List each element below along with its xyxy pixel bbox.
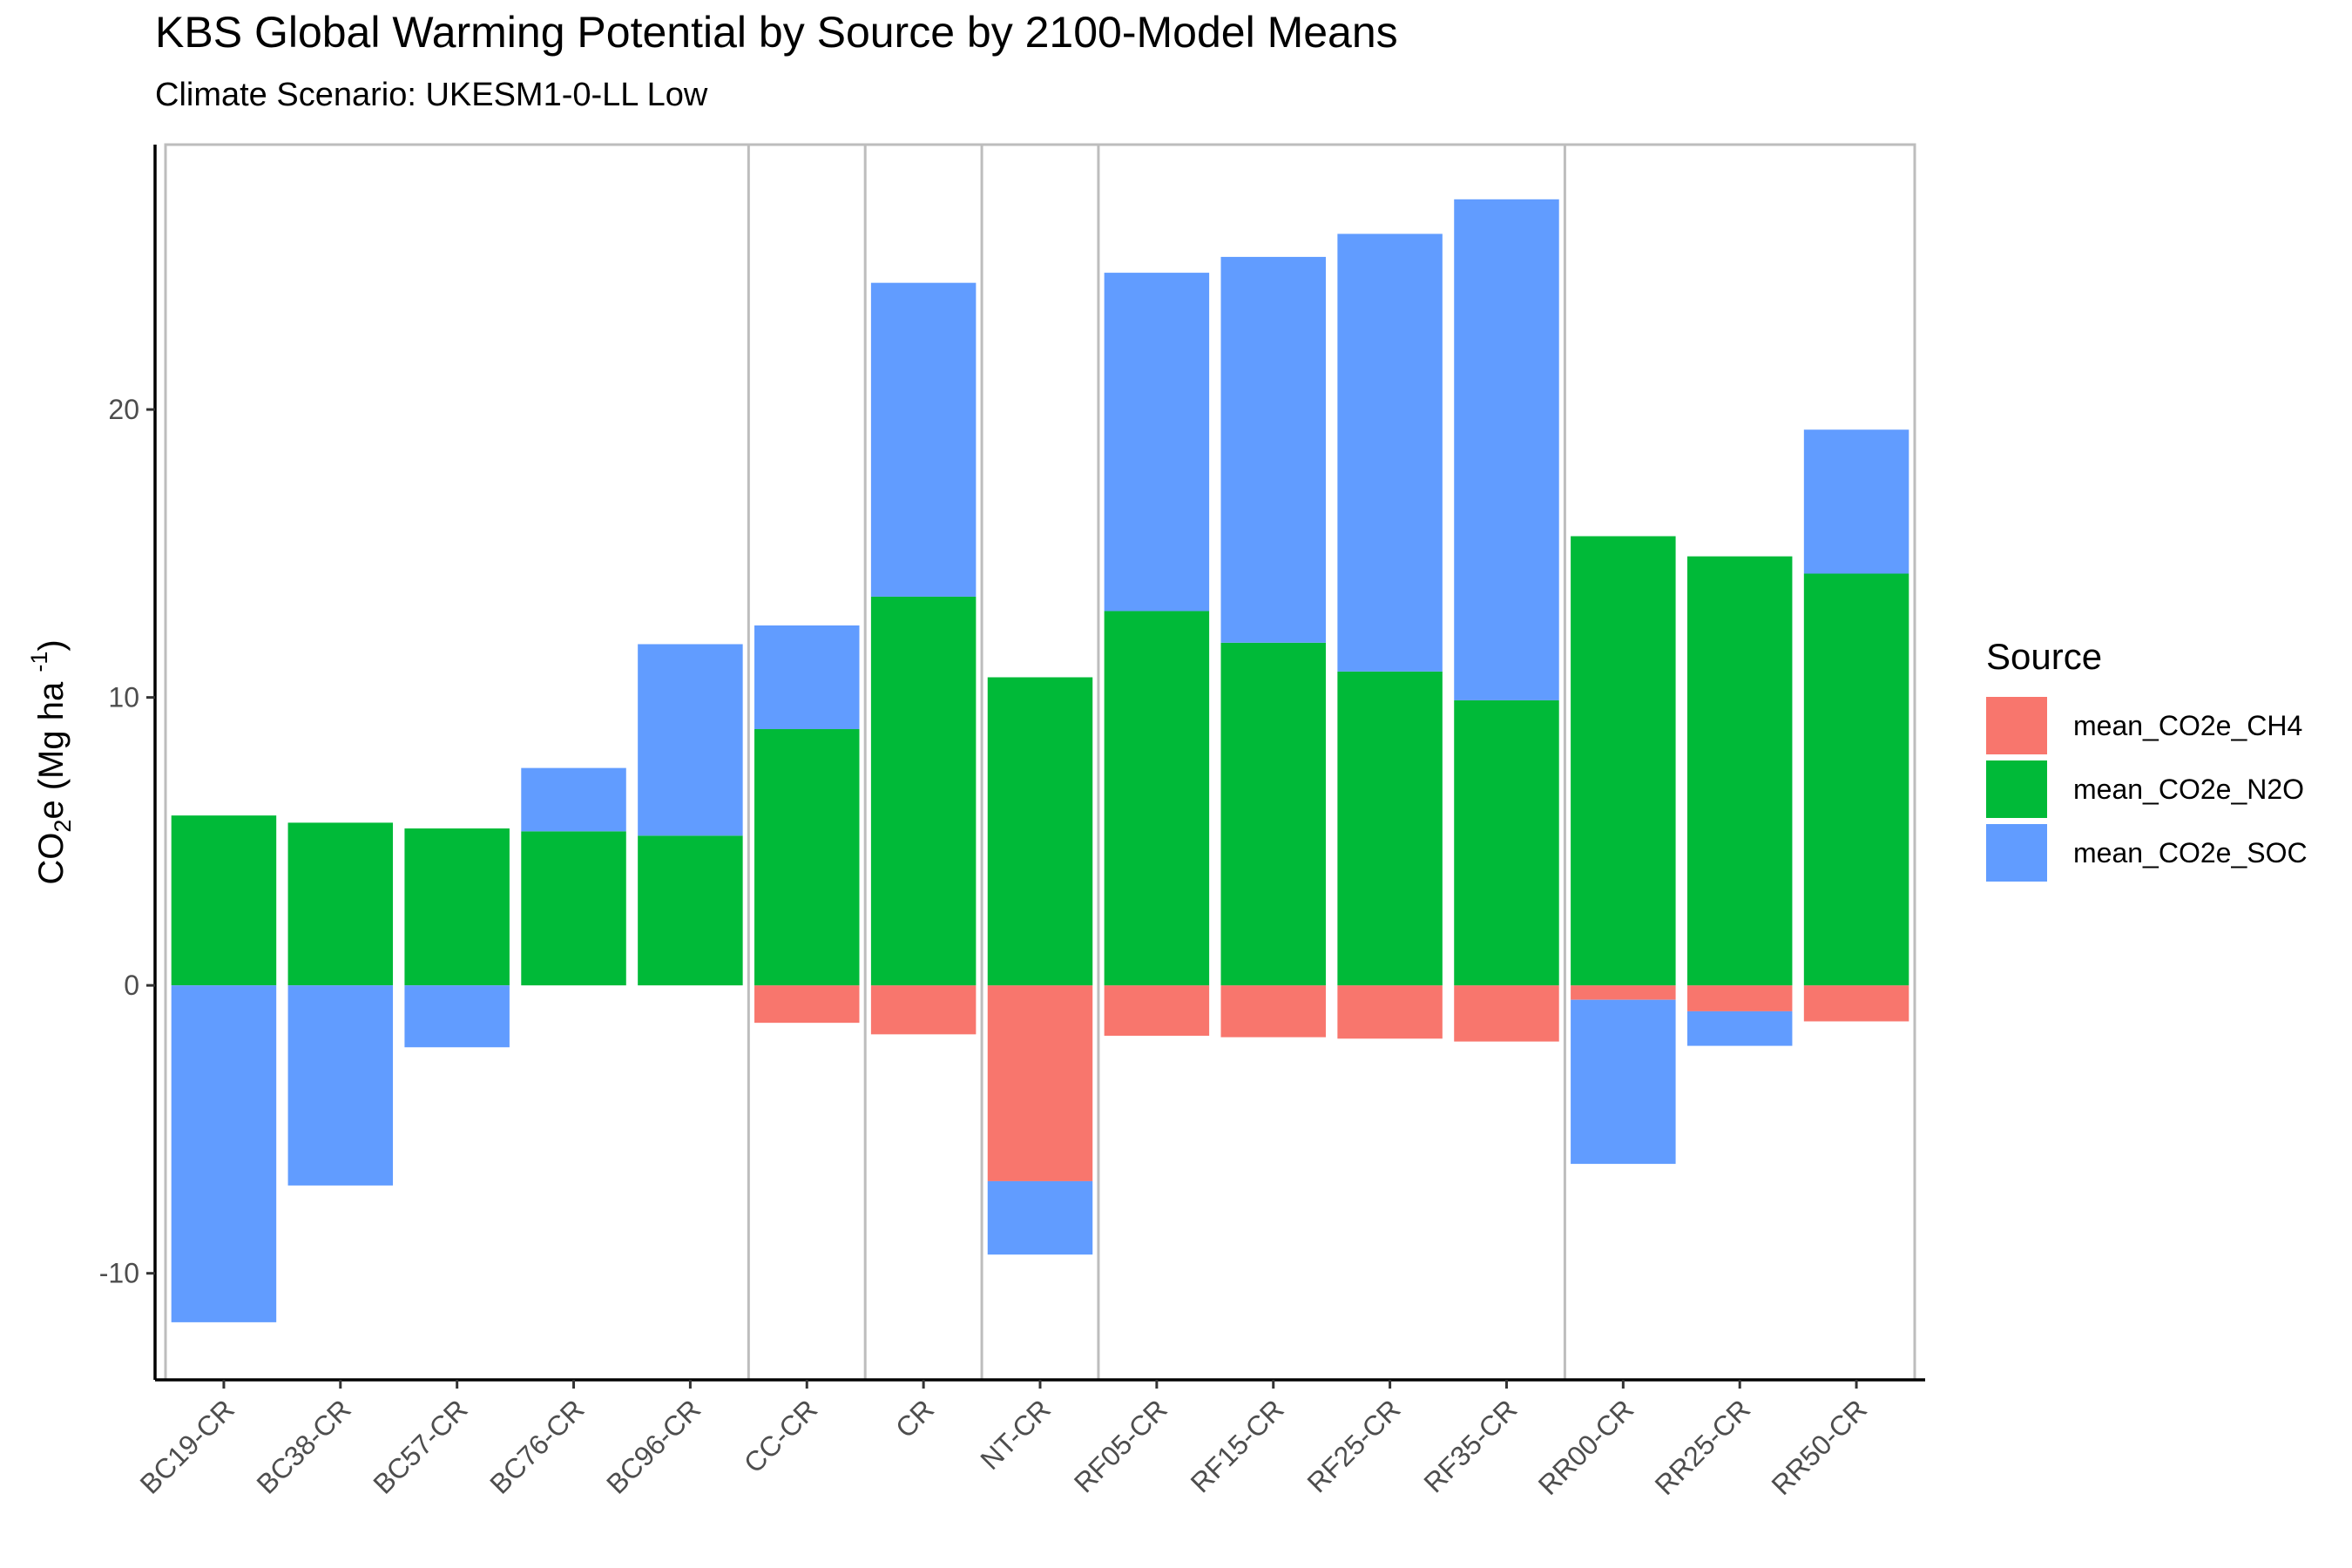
y-tick-label: 20 <box>108 394 139 425</box>
x-tick-label: BC38-CR <box>250 1393 356 1499</box>
bar-bc76-cr-n2o <box>521 831 626 986</box>
bar-nt-cr-soc <box>987 1180 1093 1255</box>
bar-rr25-cr-ch4 <box>1686 985 1793 1011</box>
y-tick-label: 0 <box>124 970 139 1001</box>
bar-rr00-cr-soc <box>1571 999 1676 1165</box>
bar-rr50-cr-n2o <box>1803 573 1909 986</box>
x-tick-label: NT-CR <box>974 1393 1057 1476</box>
chart-title: KBS Global Warming Potential by Source b… <box>155 8 1398 57</box>
bar-bc96-cr-n2o <box>638 835 743 986</box>
bar-bc76-cr-soc <box>521 767 626 832</box>
bar-cc-cr-n2o <box>754 728 860 986</box>
bar-bc57-cr-soc <box>404 985 510 1048</box>
bar-bc38-cr-n2o <box>287 822 394 986</box>
legend-title: Source <box>1986 636 2102 677</box>
x-tick-label: RR25-CR <box>1649 1393 1757 1501</box>
legend-label-mean_co2e_n2o: mean_CO2e_N2O <box>2073 774 2304 805</box>
legend-key-mean_co2e_ch4 <box>1986 697 2047 754</box>
bar-rf05-cr-n2o <box>1104 611 1210 986</box>
bar-rf35-cr-n2o <box>1454 700 1559 986</box>
x-tick-label: CR <box>889 1393 940 1443</box>
x-tick-label: BC19-CR <box>134 1393 240 1499</box>
bar-cr-n2o <box>870 596 977 986</box>
y-axis-label-mid: e (Mg ha <box>32 672 71 820</box>
x-tick-label: RR00-CR <box>1532 1393 1640 1501</box>
bar-bc19-cr-soc <box>171 985 277 1322</box>
legend-label-mean_co2e_soc: mean_CO2e_SOC <box>2073 837 2308 868</box>
bar-rf25-cr-soc <box>1337 233 1443 672</box>
y-axis-label-main: CO <box>32 833 71 885</box>
bar-rf15-cr-soc <box>1220 256 1326 643</box>
legend-key-mean_co2e_n2o <box>1986 760 2047 818</box>
bar-rr25-cr-n2o <box>1686 556 1793 986</box>
bar-rr50-cr-ch4 <box>1803 985 1909 1022</box>
bar-rf05-cr-soc <box>1104 273 1210 612</box>
bar-rr50-cr-soc <box>1803 429 1909 574</box>
bar-cc-cr-soc <box>754 625 860 729</box>
bar-bc96-cr-soc <box>638 644 743 836</box>
bar-rf15-cr-n2o <box>1220 642 1326 986</box>
bar-rf35-cr-ch4 <box>1454 985 1559 1042</box>
legend: Source mean_CO2e_CH4 mean_CO2e_N2O mean_CO… <box>1986 636 2308 882</box>
chart-subtitle: Climate Scenario: UKESM1-0-LL Low <box>155 77 708 113</box>
bar-bc19-cr-n2o <box>171 815 277 986</box>
bar-bc38-cr-soc <box>287 985 394 1186</box>
x-tick-label: BC57-CR <box>367 1393 473 1499</box>
bar-nt-cr-ch4 <box>987 985 1093 1181</box>
group-separators <box>747 145 1566 1380</box>
bar-cc-cr-ch4 <box>754 985 860 1024</box>
bar-rf25-cr-ch4 <box>1337 985 1443 1039</box>
x-tick-label: CC-CR <box>738 1393 823 1478</box>
x-tick-label: RF35-CR <box>1417 1393 1523 1498</box>
y-axis-label: CO2e (Mg ha -1) <box>26 639 76 884</box>
y-axis-label-end: ) <box>32 639 71 651</box>
x-tick-label: RR50-CR <box>1765 1393 1873 1501</box>
bar-rf25-cr-n2o <box>1337 671 1443 986</box>
legend-label-mean_co2e_ch4: mean_CO2e_CH4 <box>2073 710 2302 741</box>
y-axis-label-subscript: 2 <box>50 820 76 833</box>
bars <box>171 199 1909 1322</box>
x-axis-ticks: BC19-CR BC38-CR BC57-CR BC76-CR BC96-CR CC-CR… <box>134 1380 1873 1501</box>
bar-cr-soc <box>870 282 977 597</box>
bar-rf35-cr-soc <box>1454 199 1559 700</box>
x-tick-label: BC76-CR <box>483 1393 590 1499</box>
y-tick-label: -10 <box>99 1258 139 1289</box>
bar-bc57-cr-n2o <box>404 828 510 986</box>
y-axis-label-superscript: -1 <box>26 652 52 672</box>
y-tick-label: 10 <box>108 682 139 713</box>
bar-rf05-cr-ch4 <box>1104 985 1210 1037</box>
y-axis-ticks: -10 0 10 20 <box>99 394 155 1289</box>
bar-nt-cr-n2o <box>987 677 1093 986</box>
bar-rr00-cr-ch4 <box>1571 985 1676 1000</box>
legend-key-mean_co2e_soc <box>1986 824 2047 882</box>
x-tick-label: BC96-CR <box>600 1393 706 1499</box>
bar-rr25-cr-soc <box>1686 1010 1793 1046</box>
bar-cr-ch4 <box>870 985 977 1035</box>
x-tick-label: RF25-CR <box>1301 1393 1407 1498</box>
x-tick-label: RF05-CR <box>1068 1393 1173 1498</box>
bar-rf15-cr-ch4 <box>1220 985 1326 1037</box>
x-tick-label: RF15-CR <box>1185 1393 1290 1498</box>
bar-rr00-cr-n2o <box>1571 536 1676 986</box>
